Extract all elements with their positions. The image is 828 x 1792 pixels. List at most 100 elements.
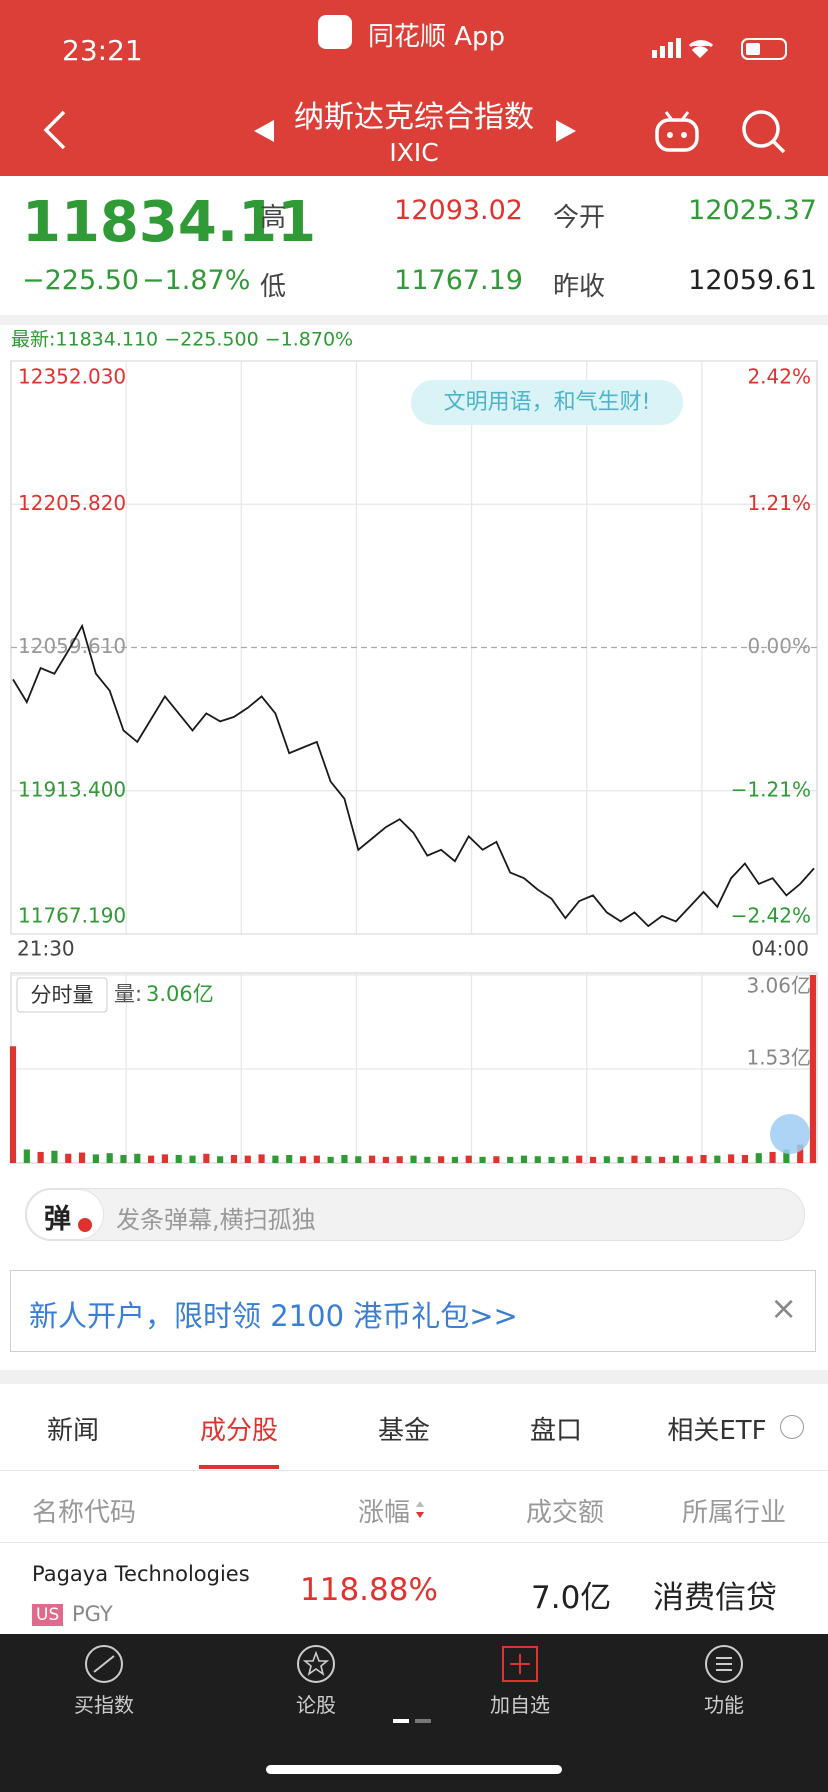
divider xyxy=(0,1470,828,1471)
ad-text[interactable]: 新人开户，限时领 2100 港币礼包>> xyxy=(29,1299,518,1333)
table-header: 成交额 xyxy=(526,1498,605,1528)
home-indicator xyxy=(266,1765,562,1774)
y-tick-label: 3.06亿 xyxy=(746,974,811,998)
volume-bar xyxy=(783,1149,790,1163)
nav-label[interactable]: 买指数 xyxy=(74,1693,134,1717)
nav-icon[interactable] xyxy=(296,1644,336,1684)
volume-bar xyxy=(230,1155,238,1163)
tab[interactable]: 盘口 xyxy=(529,1416,582,1446)
volume-bar xyxy=(258,1154,265,1163)
volume-bar xyxy=(631,1155,638,1163)
ad-banner[interactable]: 新人开户，限时领 2100 港币礼包>> × xyxy=(10,1270,816,1352)
volume-bar xyxy=(520,1155,528,1163)
volume-bar xyxy=(465,1155,472,1163)
volume-bar xyxy=(603,1156,610,1163)
nav-icon[interactable] xyxy=(84,1644,124,1684)
volume-bar xyxy=(479,1156,486,1163)
volume-bar xyxy=(728,1154,735,1163)
volume-bar xyxy=(382,1156,389,1163)
info-icon[interactable] xyxy=(780,1415,804,1439)
status-time: 23:21 xyxy=(62,34,143,67)
y2-tick-label: −1.21% xyxy=(731,777,811,801)
nav-label[interactable]: 论股 xyxy=(296,1693,336,1717)
divider xyxy=(0,1542,828,1543)
volume-bar xyxy=(700,1155,707,1163)
chart-area: 最新:11834.110 −225.500 −1.870% 文明用语，和气生财! 1… xyxy=(9,330,818,1164)
volume-bar xyxy=(714,1155,721,1163)
volume-bar xyxy=(272,1155,279,1163)
x-tick-label: 04:00 xyxy=(751,937,809,961)
volume-bar xyxy=(424,1156,431,1163)
volume-bar xyxy=(37,1151,44,1163)
tab[interactable]: 成分股 xyxy=(199,1416,278,1446)
robot-button[interactable] xyxy=(654,110,700,154)
volume-bar xyxy=(341,1155,348,1163)
bottom-nav: 买指数 论股 加自选 功能 xyxy=(0,1634,828,1792)
table-header[interactable]: 涨幅 xyxy=(358,1498,411,1528)
tab[interactable]: 相关ETF xyxy=(667,1416,767,1446)
volume-bar xyxy=(299,1156,307,1163)
prev-close-label: 昨收 xyxy=(553,272,606,302)
volume-bar xyxy=(9,1046,17,1163)
y-tick-label: 1.53亿 xyxy=(746,1046,811,1070)
volume-bar xyxy=(576,1155,583,1163)
nav-label[interactable]: 功能 xyxy=(704,1693,744,1717)
volume-bar xyxy=(203,1153,210,1163)
volume-bar xyxy=(438,1156,445,1163)
volume-bar xyxy=(672,1155,679,1163)
volume-bar xyxy=(562,1156,569,1163)
back-button[interactable] xyxy=(40,108,70,152)
separator xyxy=(0,1370,828,1384)
nav-label[interactable]: 加自选 xyxy=(490,1693,550,1717)
status-app: 同花顺 App xyxy=(368,22,506,52)
y2-tick-label: 1.21% xyxy=(747,491,811,515)
y2-tick-label: 2.42% xyxy=(747,365,811,389)
volume-bar xyxy=(106,1153,113,1163)
volume-bar xyxy=(189,1155,196,1163)
ad-close[interactable]: × xyxy=(770,1289,797,1327)
current-price: 11834.11 xyxy=(22,190,317,255)
y-tick-label: 12059.610 xyxy=(18,634,126,658)
volume-bar xyxy=(161,1154,168,1163)
nav-icon[interactable] xyxy=(704,1644,744,1684)
y-tick-label: 11767.190 xyxy=(18,904,126,928)
volume-bar xyxy=(286,1155,293,1163)
price-change: −225.50 xyxy=(22,265,140,296)
danmu-button[interactable]: 弹 xyxy=(44,1204,71,1235)
volume-bar xyxy=(217,1156,224,1163)
sort-icon[interactable] xyxy=(414,1497,426,1523)
high-value: 12093.02 xyxy=(394,195,523,226)
stock-name[interactable]: Pagaya Technologies xyxy=(32,1562,250,1586)
next-button[interactable] xyxy=(554,118,578,144)
volume-bar xyxy=(809,975,816,1163)
stock-change: 118.88% xyxy=(300,1572,438,1608)
index-title: 纳斯达克综合指数 xyxy=(294,100,534,135)
volume-bar xyxy=(451,1156,459,1163)
open-value: 12025.37 xyxy=(688,195,817,226)
prev-close-value: 12059.61 xyxy=(688,265,817,296)
volume-tag-bg xyxy=(16,977,108,1013)
page-dot xyxy=(415,1719,431,1723)
low-label: 低 xyxy=(260,272,287,302)
prev-button[interactable] xyxy=(252,118,276,144)
volume-bar xyxy=(410,1155,417,1163)
open-label: 今开 xyxy=(553,203,606,233)
nav-icon[interactable] xyxy=(500,1644,540,1684)
volume-bar xyxy=(548,1156,555,1163)
tab[interactable]: 基金 xyxy=(377,1416,430,1446)
status-icons xyxy=(652,38,787,60)
search-button[interactable] xyxy=(740,108,788,156)
tab[interactable]: 新闻 xyxy=(46,1416,99,1446)
danmu-input[interactable]: 弹 发条弹幕,横扫孤独 xyxy=(25,1188,805,1241)
tab-underline xyxy=(199,1465,279,1469)
volume-bar xyxy=(507,1156,514,1163)
low-value: 11767.19 xyxy=(394,265,523,296)
volume-bar xyxy=(755,1153,762,1163)
table-header: 名称代码 xyxy=(32,1498,137,1528)
expand-button[interactable] xyxy=(770,1114,810,1154)
volume-bar xyxy=(51,1150,58,1163)
volume-bar xyxy=(148,1155,155,1163)
volume-bar xyxy=(92,1154,99,1163)
index-code: IXIC xyxy=(389,138,439,167)
stock-industry: 消费信贷 xyxy=(653,1580,777,1616)
